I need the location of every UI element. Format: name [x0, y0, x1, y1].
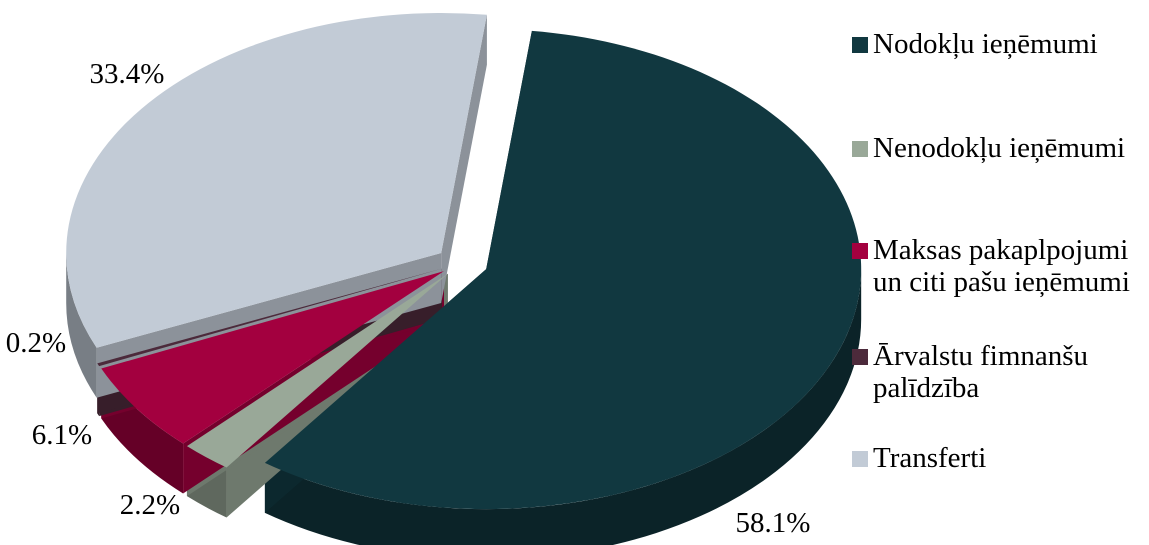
- legend-label: Nenodokļu ieņēmumi: [873, 132, 1126, 164]
- legend-label: Maksas pakaplpojumi un citi pašu ieņēmum…: [873, 234, 1130, 298]
- legend-label: Transferti: [873, 442, 987, 474]
- pie-slice-side-1: [264, 269, 862, 545]
- data-label-3: 6.1%: [32, 419, 92, 451]
- pie-slice-3: [101, 271, 444, 444]
- legend-swatch: [852, 37, 868, 53]
- legend-label: Ārvalstu fimnanšu palīdzība: [873, 340, 1089, 404]
- legend-item-1: Nodokļu ieņēmumi: [852, 28, 1138, 60]
- legend-item-3: Maksas pakaplpojumi un citi pašu ieņēmum…: [852, 234, 1138, 298]
- pie-slice-wall-5-1: [441, 14, 487, 304]
- pie-slice-5: [66, 13, 487, 348]
- legend-item-4: Ārvalstu fimnanšu palīdzība: [852, 340, 1138, 404]
- legend-swatch: [852, 451, 868, 467]
- legend-swatch: [852, 349, 868, 365]
- legend-item-5: Transferti: [852, 442, 1138, 474]
- pie-slice-2: [186, 273, 448, 468]
- data-label-2: 2.2%: [120, 489, 180, 521]
- pie-slice-1: [264, 30, 862, 510]
- legend-item-2: Nenodokļu ieņēmumi: [852, 132, 1138, 164]
- data-labels: 58.1% 2.2% 6.1% 0.2% 33.4%: [6, 58, 811, 539]
- data-label-5: 33.4%: [90, 58, 165, 90]
- pie-slice-side-5: [66, 253, 97, 398]
- legend-swatch: [852, 141, 868, 157]
- pie-slice-4: [97, 268, 442, 367]
- legend-label: Nodokļu ieņēmumi: [873, 28, 1098, 60]
- pie-slices: [66, 13, 862, 545]
- data-label-1: 58.1%: [736, 507, 811, 539]
- legend-swatch: [852, 243, 868, 259]
- data-label-4: 0.2%: [6, 327, 66, 359]
